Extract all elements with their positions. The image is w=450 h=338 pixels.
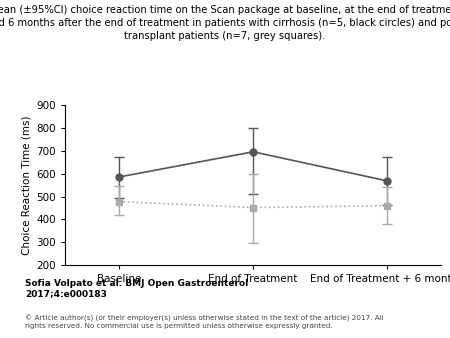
Y-axis label: Choice Reaction Time (ms): Choice Reaction Time (ms): [21, 115, 31, 255]
Text: © Article author(s) (or their employer(s) unless otherwise stated in the text of: © Article author(s) (or their employer(s…: [25, 315, 383, 329]
Text: Gastroenterology: Gastroenterology: [372, 312, 427, 316]
Text: Open: Open: [387, 296, 411, 306]
Text: BMJ: BMJ: [388, 282, 410, 292]
Text: Sofia Volpato et al. BMJ Open Gastroenterol: Sofia Volpato et al. BMJ Open Gastroente…: [25, 279, 248, 288]
Text: Mean (±95%CI) choice reaction time on the Scan package at baseline, at the end o: Mean (±95%CI) choice reaction time on th…: [0, 5, 450, 42]
Text: 2017;4:e000183: 2017;4:e000183: [25, 289, 107, 298]
